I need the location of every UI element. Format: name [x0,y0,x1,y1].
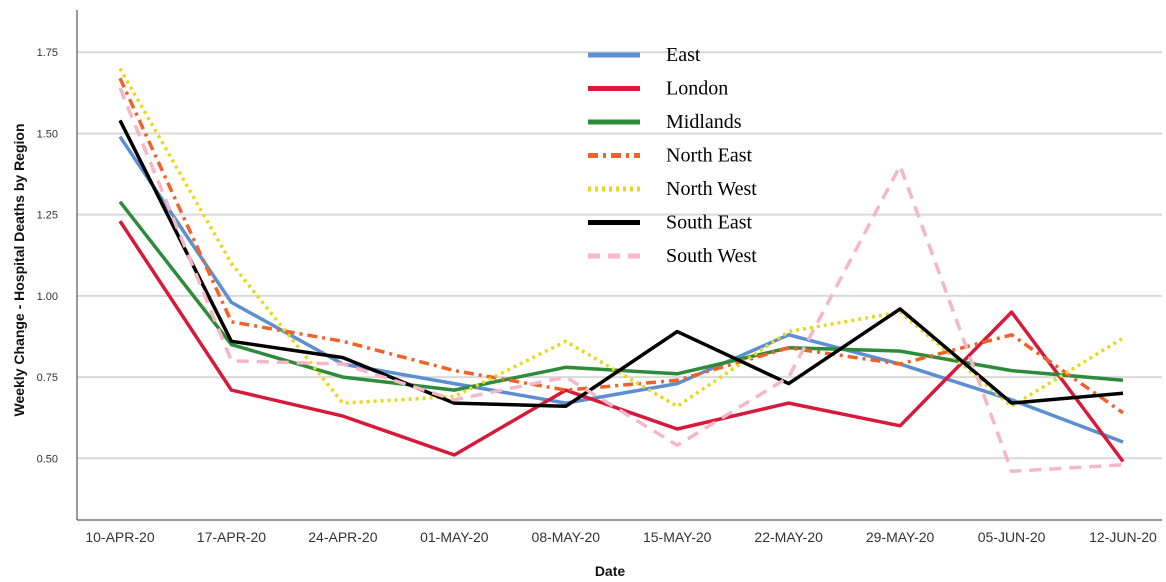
series-line-east [118,135,1124,444]
x-tick-label: 12-JUN-20 [1089,529,1157,545]
y-axis-title: Weekly Change - Hospital Deaths by Regio… [11,123,27,416]
legend-label: North West [666,178,757,200]
y-tick-label: 1.25 [37,210,58,222]
x-tick-label: 05-JUN-20 [978,529,1046,545]
legend-label: Midlands [666,111,742,133]
x-axis-title: Date [595,563,626,579]
legend-label: East [666,44,701,66]
x-tick-label: 15-MAY-20 [643,529,712,545]
legend-label: London [666,78,728,100]
y-tick-label: 1.75 [37,47,58,59]
x-tick-label: 24-APR-20 [308,529,377,545]
x-tick-label: 01-MAY-20 [420,529,489,545]
legend-label: South West [666,245,757,267]
series-line-south-east [118,119,1124,409]
series-line-london [118,220,1125,463]
y-tick-label: 0.50 [37,453,58,465]
legend-label: South East [666,212,753,234]
y-tick-label: 1.50 [37,128,58,140]
x-tick-labels: 10-APR-20 17-APR-20 24-APR-20 01-MAY-20 08-M… [85,529,1157,545]
legend-label: North East [666,145,753,167]
y-tick-label: 1.00 [37,291,58,303]
y-tick-labels: 0.50 0.75 1.00 1.25 1.50 1.75 [37,47,58,465]
x-tick-label: 29-MAY-20 [866,529,935,545]
series-line-south-west [118,87,1124,474]
x-tick-label: 08-MAY-20 [532,529,601,545]
legend: East London Midlands North East North West So… [588,44,757,267]
series-line-north-east [118,77,1125,415]
x-tick-label: 17-APR-20 [197,529,266,545]
y-tick-label: 0.75 [37,372,58,384]
x-tick-label: 22-MAY-20 [754,529,823,545]
series-lines [118,67,1125,474]
x-tick-label: 10-APR-20 [85,529,154,545]
